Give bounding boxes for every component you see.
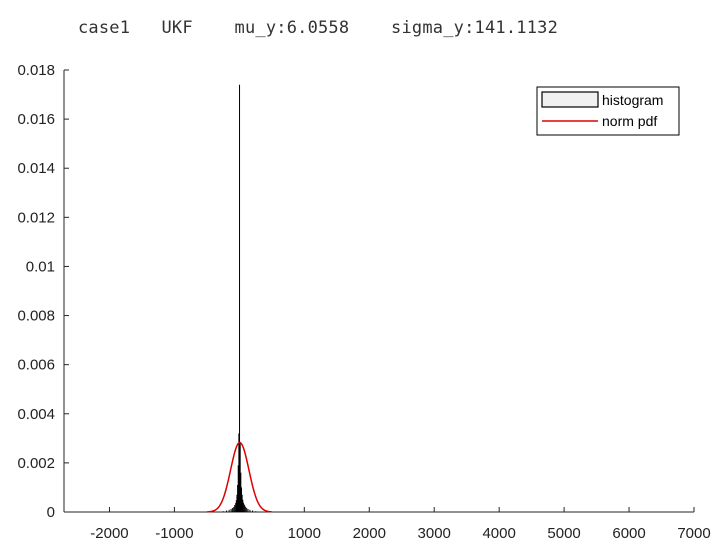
histogram-bar	[230, 509, 232, 512]
norm-pdf-curve-group	[206, 441, 272, 513]
x-tick-label: 2000	[353, 525, 386, 542]
histogram-bar	[240, 487, 242, 512]
y-tick-label: 0.012	[17, 209, 55, 226]
legend-histogram-swatch	[541, 91, 599, 108]
histogram-bar	[247, 509, 249, 512]
y-tick-label: 0.002	[17, 455, 55, 472]
histogram-bar	[246, 507, 248, 512]
histogram-bar	[238, 433, 240, 512]
histogram-bar	[239, 443, 241, 512]
x-tick-label: 1000	[288, 525, 321, 542]
histogram-bar	[235, 500, 237, 512]
histogram-bars	[222, 84, 257, 512]
norm-pdf-line	[206, 441, 272, 513]
x-tick-label: 7000	[677, 525, 710, 542]
x-tick-label: -1000	[155, 525, 193, 542]
x-tick-label: 4000	[482, 525, 515, 542]
legend-norm-pdf-label: norm pdf	[602, 113, 657, 129]
histogram-bar	[239, 84, 241, 512]
y-tick-label: 0.016	[17, 111, 55, 128]
histogram-bar	[237, 465, 239, 512]
x-tick-label: -2000	[90, 525, 128, 542]
x-tick-label: 5000	[547, 525, 580, 542]
y-tick-label: 0	[47, 504, 55, 521]
histogram-bar	[242, 502, 244, 512]
axes: 0 0.002 0.004 0.006 0.008 0.01 0.012 0.014 0.016…	[17, 62, 710, 542]
y-tick-label: 0.006	[17, 357, 55, 374]
x-tick-label: 6000	[612, 525, 645, 542]
y-tick-label: 0.008	[17, 308, 55, 325]
histogram-bar	[222, 511, 224, 512]
histogram-bar	[233, 507, 235, 512]
x-tick-label: 0	[235, 525, 243, 542]
histogram-bar	[240, 472, 242, 512]
histogram-bar	[226, 510, 228, 512]
x-tick-label: 3000	[418, 525, 451, 542]
histogram-bar	[244, 506, 246, 512]
histogram-bar	[255, 511, 257, 512]
legend-histogram-label: histogram	[602, 92, 663, 108]
chart-title: case1 UKF mu_y:6.0558 sigma_y:141.1132	[78, 18, 559, 38]
histogram-bar	[234, 505, 236, 512]
y-tick-label: 0.004	[17, 406, 55, 423]
histogram-bar	[242, 499, 244, 512]
histogram-bar	[237, 484, 239, 512]
legend: histogram norm pdf	[536, 86, 680, 136]
histogram-bar	[228, 509, 230, 512]
histogram-bar	[235, 503, 237, 512]
y-tick-label: 0.014	[17, 160, 55, 177]
histogram-bar	[241, 494, 243, 512]
y-tick-label: 0.01	[26, 258, 55, 275]
histogram-bar	[231, 508, 233, 512]
y-tick-label: 0.018	[17, 62, 55, 79]
histogram-bar	[236, 494, 238, 512]
histogram-bar	[252, 510, 254, 512]
histogram-bar	[243, 504, 245, 512]
histogram-bar	[249, 509, 251, 512]
